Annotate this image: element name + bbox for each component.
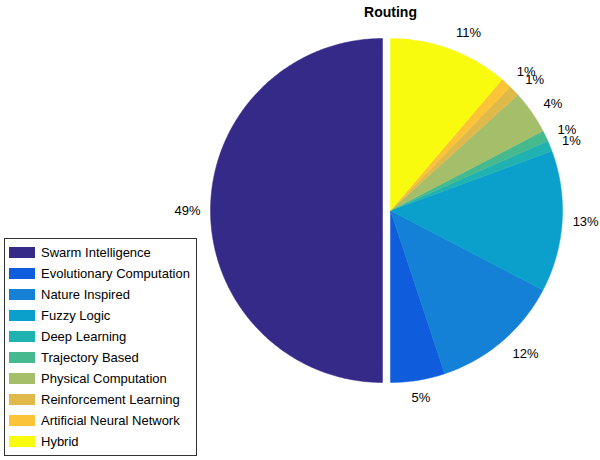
html-text:Fuzzy Logic: Fuzzy Logic	[41, 308, 111, 323]
html-text:Nature Inspired: Nature Inspired	[41, 287, 130, 302]
html-text:Swarm Intelligence: Swarm Intelligence	[41, 245, 151, 260]
html-text:Deep Learning: Deep Learning	[41, 329, 127, 344]
html-text:Reinforcement Learning: Reinforcement Learning	[41, 392, 180, 407]
svg-text:49%: 49%	[174, 203, 200, 218]
svg-text:13%: 13%	[573, 214, 599, 229]
svg-text:12%: 12%	[512, 346, 538, 361]
svg-text:Routing: Routing	[364, 4, 417, 20]
svg-text:5%: 5%	[411, 390, 430, 405]
svg-text:1%: 1%	[525, 72, 544, 88]
html-text:Evolutionary Computation: Evolutionary Computation	[41, 266, 190, 281]
svg-text:1%: 1%	[562, 133, 581, 149]
html-text:Hybrid: Hybrid	[41, 434, 79, 449]
svg-text:1%: 1%	[517, 64, 536, 79]
svg-text:4%: 4%	[544, 96, 563, 111]
html-text:Trajectory Based: Trajectory Based	[41, 350, 139, 365]
html-text:Physical Computation: Physical Computation	[41, 371, 167, 386]
svg-text:1%: 1%	[558, 122, 577, 137]
svg-text:11%: 11%	[456, 25, 481, 40]
html-text:Artificial Neural Network: Artificial Neural Network	[41, 413, 180, 428]
